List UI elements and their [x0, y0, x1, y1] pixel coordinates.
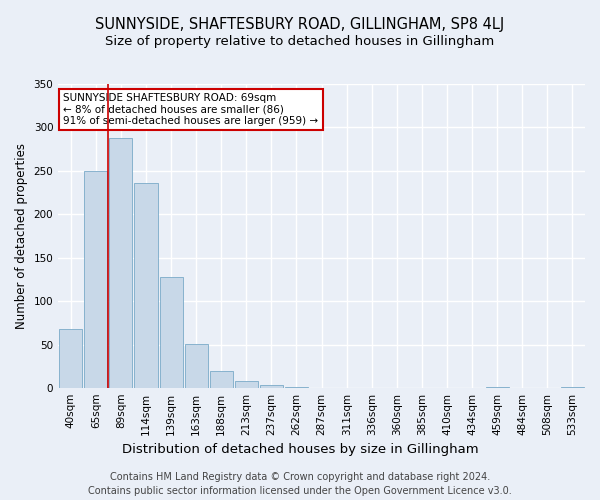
Bar [160, 277, 182, 388]
Text: Contains public sector information licensed under the Open Government Licence v3: Contains public sector information licen… [88, 486, 512, 496]
Bar [109, 138, 133, 388]
Text: SUNNYSIDE SHAFTESBURY ROAD: 69sqm
← 8% of detached houses are smaller (86)
91% o: SUNNYSIDE SHAFTESBURY ROAD: 69sqm ← 8% o… [64, 93, 319, 126]
Y-axis label: Number of detached properties: Number of detached properties [15, 143, 28, 329]
Text: Distribution of detached houses by size in Gillingham: Distribution of detached houses by size … [122, 442, 478, 456]
Text: Size of property relative to detached houses in Gillingham: Size of property relative to detached ho… [106, 35, 494, 48]
Bar [59, 329, 82, 388]
Bar [84, 171, 107, 388]
Bar [134, 183, 158, 388]
Bar [260, 384, 283, 388]
Bar [235, 381, 258, 388]
Bar [185, 344, 208, 388]
Bar [285, 387, 308, 388]
Text: Contains HM Land Registry data © Crown copyright and database right 2024.: Contains HM Land Registry data © Crown c… [110, 472, 490, 482]
Bar [485, 387, 509, 388]
Bar [209, 370, 233, 388]
Text: SUNNYSIDE, SHAFTESBURY ROAD, GILLINGHAM, SP8 4LJ: SUNNYSIDE, SHAFTESBURY ROAD, GILLINGHAM,… [95, 18, 505, 32]
Bar [561, 387, 584, 388]
